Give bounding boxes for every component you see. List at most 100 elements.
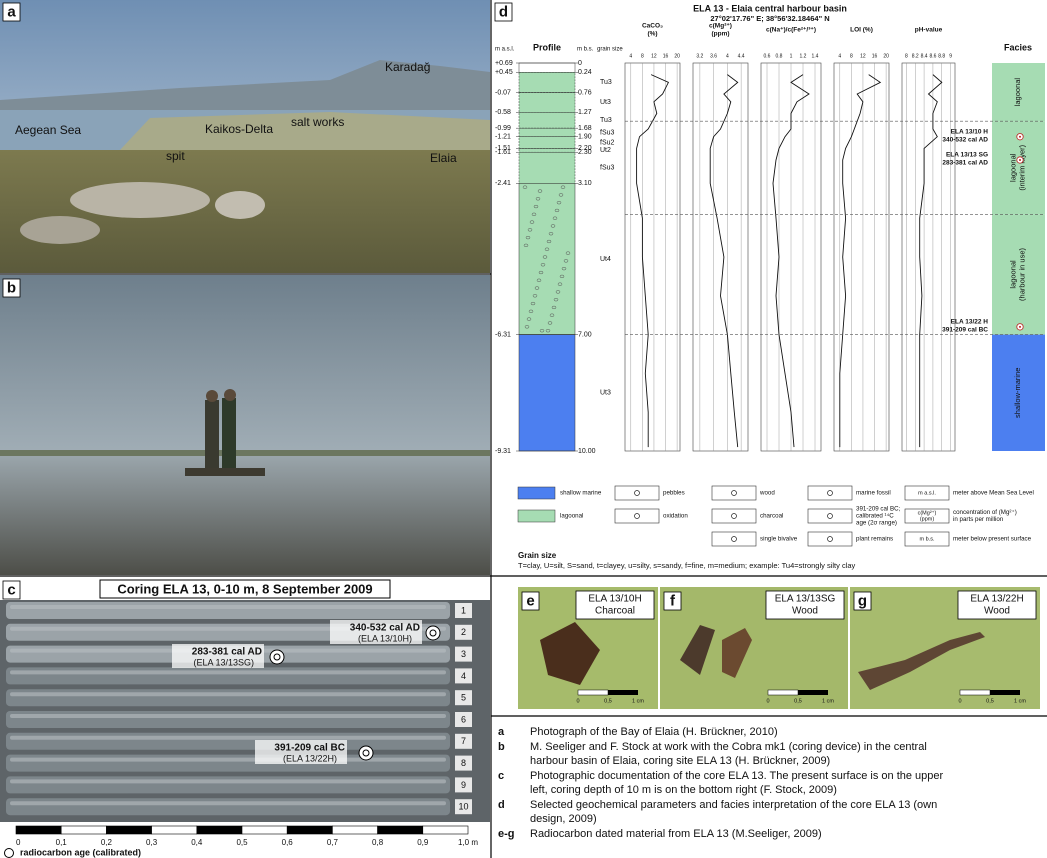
profile-layer xyxy=(519,152,575,183)
x-tick-label: 3.2 xyxy=(696,53,703,59)
masl-label: -1.21 xyxy=(495,134,511,141)
sample-id: ELA 13/13SG xyxy=(775,594,836,605)
profile-layer xyxy=(519,137,575,149)
core-segment xyxy=(6,667,450,684)
radiocarbon-symbol xyxy=(270,650,284,664)
x-tick-label: 12 xyxy=(651,53,657,59)
date-sample: (ELA 13/22H) xyxy=(283,753,337,763)
scale-white xyxy=(768,690,798,695)
figure: aKaradağAegean SeaKaikos-Deltaspitsalt w… xyxy=(0,0,1047,858)
core-segment xyxy=(6,711,450,728)
x-tick-label: 8.2 xyxy=(912,53,919,59)
scale-segment xyxy=(106,826,151,834)
core-segment xyxy=(6,776,450,793)
x-tick-label: 1.4 xyxy=(812,53,819,59)
x-tick-label: 1 xyxy=(790,53,793,59)
scale-black xyxy=(990,690,1020,695)
grain-note-title: Grain size xyxy=(518,551,557,560)
date-age: 340-532 cal AD xyxy=(942,136,988,143)
core-segment xyxy=(6,755,450,772)
core-segment xyxy=(6,798,450,815)
mbs-label: 3.10 xyxy=(578,180,592,187)
column-header: m b.s. xyxy=(577,47,594,53)
x-tick-label: 3.6 xyxy=(710,53,717,59)
row-number: 2 xyxy=(461,627,466,637)
row-number: 10 xyxy=(458,802,468,812)
scale-label: 1,0 m xyxy=(458,838,478,847)
row-number: 7 xyxy=(461,736,466,746)
core-highlight xyxy=(10,670,446,674)
sample-id: ELA 13/22H xyxy=(970,594,1023,605)
legend-key: m b.s. xyxy=(920,536,935,542)
mbs-label: 0.76 xyxy=(578,89,592,96)
grain-size: fSu3 xyxy=(600,165,615,172)
panel-letter: g xyxy=(858,592,867,609)
x-tick-label: 0.8 xyxy=(776,53,783,59)
legend-key: m a.s.l. xyxy=(918,490,936,496)
grain-size: Ut3 xyxy=(600,390,611,397)
x-tick-label: 8 xyxy=(905,53,908,59)
scale-black xyxy=(798,690,828,695)
grain-note-text: T=clay, U=silt, S=sand, t=clayey, u=silt… xyxy=(518,561,856,570)
panel-letter: c xyxy=(7,581,15,598)
caption-text: harbour basin of Elaia, coring site ELA … xyxy=(530,755,830,767)
grain-size: Tu3 xyxy=(600,117,612,124)
legend-key: c(Mg²⁺) xyxy=(918,509,937,516)
grain-size: Ut2 xyxy=(600,147,611,154)
scale-white xyxy=(578,690,608,695)
legend-swatch xyxy=(518,510,555,522)
legend-label: shallow marine xyxy=(560,490,602,497)
x-tick-label: 20 xyxy=(883,53,889,59)
masl-label: -1.61 xyxy=(495,149,511,156)
caption-letter: a xyxy=(498,726,505,738)
caption-text: design, 2009) xyxy=(530,813,597,825)
legend-label: 391-209 cal BC; xyxy=(856,506,901,513)
scale-label: 0,5 xyxy=(794,698,802,704)
scale-label: 0,4 xyxy=(191,838,203,847)
scale-label: 1 cm xyxy=(1014,698,1026,704)
core-highlight xyxy=(10,801,446,805)
caption-text: Photographic documentation of the core E… xyxy=(530,770,944,782)
scale-label: 0,2 xyxy=(101,838,113,847)
legend-label: lagoonal xyxy=(560,513,583,520)
facies-label: lagoonal xyxy=(1008,153,1017,182)
caption-text: left, coring depth of 10 m is on the bot… xyxy=(530,784,837,796)
scale-segment xyxy=(152,826,197,834)
legend-key-box xyxy=(615,486,659,500)
profile-layer xyxy=(519,72,575,92)
caption-text: Photograph of the Bay of Elaia (H. Brück… xyxy=(530,726,778,738)
param-header: c(Na⁺)/c(Fe²⁺/³⁺) xyxy=(766,27,816,34)
caption-text: M. Seeliger and F. Stock at work with th… xyxy=(530,741,927,753)
photo-b xyxy=(0,275,490,575)
photo-label: Kaikos-Delta xyxy=(205,122,273,136)
profile-layer xyxy=(519,63,575,72)
sample-id: ELA 13/10H xyxy=(588,594,641,605)
radiocarbon-dot xyxy=(1019,159,1021,161)
radiocarbon-symbol xyxy=(426,626,440,640)
legend-key-box xyxy=(808,509,852,523)
legend-label: charcoal xyxy=(760,513,783,520)
scale-label: 0,8 xyxy=(372,838,384,847)
core-highlight xyxy=(10,605,446,609)
x-tick-label: 4.4 xyxy=(738,53,745,59)
facies-label: (harbour in use) xyxy=(1017,247,1026,300)
radiocarbon-symbol xyxy=(359,746,373,760)
core-highlight xyxy=(10,692,446,696)
param-header: pH-value xyxy=(915,27,943,34)
row-number: 3 xyxy=(461,649,466,659)
panel-letter: e xyxy=(526,592,534,609)
legend-swatch xyxy=(518,487,555,499)
x-tick-label: 8 xyxy=(641,53,644,59)
legend-label: plant remains xyxy=(856,536,893,543)
date-sample: (ELA 13/10H) xyxy=(358,633,412,643)
masl-label: -0.07 xyxy=(495,89,511,96)
panel-letter: d xyxy=(499,3,508,20)
grain-size: Ut4 xyxy=(600,256,611,263)
profile-layer xyxy=(519,112,575,128)
scale-white xyxy=(960,690,990,695)
legend-key-box xyxy=(808,486,852,500)
facies-label: shallow-marine xyxy=(1013,368,1022,418)
legend-label: meter below present surface xyxy=(953,536,1032,543)
mbs-label: 1.27 xyxy=(578,109,592,116)
scale-segment xyxy=(332,826,377,834)
